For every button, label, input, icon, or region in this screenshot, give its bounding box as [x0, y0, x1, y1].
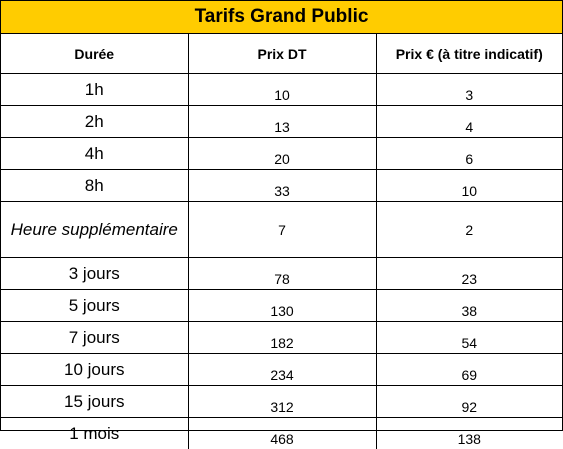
table-title: Tarifs Grand Public	[1, 1, 562, 34]
header-price-dt: Prix DT	[188, 34, 376, 74]
price-dt-cell: 78	[188, 258, 376, 290]
price-eur-cell: 138	[376, 418, 562, 449]
price-eur-cell: 69	[376, 354, 562, 386]
table-row: 3 jours 78 23	[1, 258, 562, 290]
table-row: 10 jours 234 69	[1, 354, 562, 386]
table-row: 4h 20 6	[1, 138, 562, 170]
duration-cell: 8h	[1, 170, 188, 202]
duration-cell: 7 jours	[1, 322, 188, 354]
table-row: 15 jours 312 92	[1, 386, 562, 418]
duration-cell: 1 mois	[1, 418, 188, 449]
table-row: 1 mois 468 138	[1, 418, 562, 449]
price-eur-cell: 4	[376, 106, 562, 138]
header-price-eur: Prix € (à titre indicatif)	[376, 34, 562, 74]
price-dt-cell: 312	[188, 386, 376, 418]
header-duration: Durée	[1, 34, 188, 74]
price-table-container: Tarifs Grand Public Durée Prix DT Prix €…	[0, 0, 563, 431]
duration-cell: 5 jours	[1, 290, 188, 322]
price-dt-cell: 468	[188, 418, 376, 449]
price-eur-cell: 38	[376, 290, 562, 322]
duration-cell: 3 jours	[1, 258, 188, 290]
price-dt-cell: 10	[188, 74, 376, 106]
table-row: 1h 10 3	[1, 74, 562, 106]
price-eur-cell: 10	[376, 170, 562, 202]
duration-cell: 10 jours	[1, 354, 188, 386]
price-dt-cell: 7	[188, 202, 376, 258]
price-dt-cell: 182	[188, 322, 376, 354]
price-eur-cell: 6	[376, 138, 562, 170]
duration-cell: 15 jours	[1, 386, 188, 418]
price-dt-cell: 20	[188, 138, 376, 170]
table-row: 7 jours 182 54	[1, 322, 562, 354]
price-dt-cell: 234	[188, 354, 376, 386]
price-dt-cell: 13	[188, 106, 376, 138]
table-row: 5 jours 130 38	[1, 290, 562, 322]
table-row: Heure supplémentaire 7 2	[1, 202, 562, 258]
price-eur-cell: 3	[376, 74, 562, 106]
duration-cell: 1h	[1, 74, 188, 106]
table-row: 2h 13 4	[1, 106, 562, 138]
price-eur-cell: 23	[376, 258, 562, 290]
price-dt-cell: 33	[188, 170, 376, 202]
duration-cell: 4h	[1, 138, 188, 170]
table-row: 8h 33 10	[1, 170, 562, 202]
duration-cell: 2h	[1, 106, 188, 138]
duration-cell: Heure supplémentaire	[1, 202, 188, 258]
price-eur-cell: 2	[376, 202, 562, 258]
header-row: Durée Prix DT Prix € (à titre indicatif)	[1, 34, 562, 74]
price-eur-cell: 54	[376, 322, 562, 354]
price-eur-cell: 92	[376, 386, 562, 418]
price-dt-cell: 130	[188, 290, 376, 322]
